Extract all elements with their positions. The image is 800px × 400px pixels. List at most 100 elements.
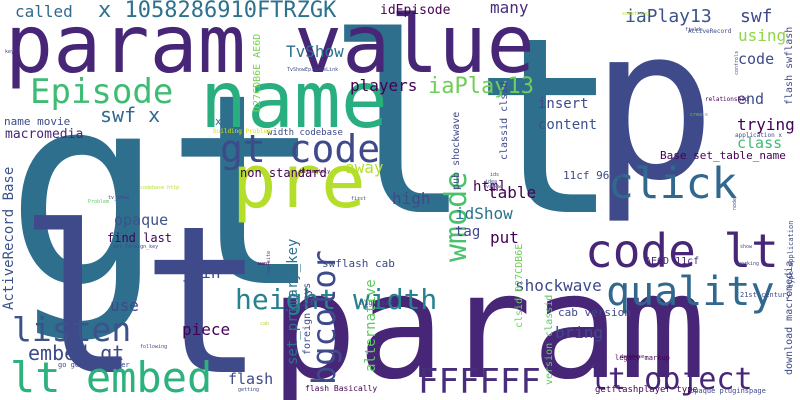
cloud-word-something: something: [622, 11, 650, 17]
cloud-word-application-x: application x: [735, 132, 782, 139]
cloud-word-trying: trying: [737, 115, 795, 134]
cloud-word-param: param: [270, 243, 707, 400]
cloud-word-swflash-cab: swflash cab: [322, 257, 395, 270]
cloud-word-show: show: [740, 244, 753, 250]
cloud-word-ffffff: FFFFFF: [418, 362, 541, 400]
cloud-word-fields: fields: [685, 27, 704, 33]
cloud-word-iaplay13-green: iaPlay13: [428, 74, 534, 99]
cloud-word-macromedia: macromedia: [5, 127, 84, 142]
cloud-word-problem: Problem: [88, 199, 110, 205]
cloud-word-foreign-keys: foreign keys: [302, 282, 313, 355]
cloud-word-key: key: [5, 49, 15, 55]
cloud-word-lt-large: lt: [325, 0, 621, 270]
cloud-word-cab: cab: [260, 321, 270, 327]
cloud-word-players: players: [350, 76, 418, 95]
cloud-word-clsid-d27cdb6e: clsid D27CDB6E: [514, 243, 525, 328]
cloud-word-high: high: [392, 189, 431, 208]
cloud-word-gt: gt: [5, 38, 325, 346]
cloud-word-getting: getting: [238, 387, 260, 393]
cloud-word-high-src: high src: [360, 299, 394, 307]
cloud-word-tvshow: TvShow: [286, 42, 344, 61]
cloud-word-table: table: [488, 183, 537, 202]
cloud-word-base-set-table-name: Base set_table_name: [660, 149, 786, 162]
cloud-word-width-codebase: width codebase: [267, 128, 343, 138]
cloud-word-called: called: [15, 2, 73, 21]
cloud-word-node: node: [732, 197, 738, 210]
cloud-word-ids: ids: [490, 172, 500, 178]
cloud-word-opaque-pluginspage: opaque pluginspage: [690, 387, 766, 395]
cloud-word-lt-lower: lt: [18, 183, 265, 400]
cloud-word-click: click: [608, 159, 738, 209]
cloud-word-put: put: [490, 228, 519, 247]
cloud-word-iaplay13: iaPlay13: [625, 6, 712, 27]
cloud-word-end: end: [737, 90, 765, 108]
cloud-word-html: html: [473, 179, 507, 195]
cloud-word-insert: insert: [538, 96, 589, 112]
cloud-word-lt-object: lt object: [590, 362, 753, 397]
cloud-word-name: name: [200, 56, 388, 146]
cloud-word-using: using: [738, 26, 787, 45]
cloud-word-version-classid: version classid: [544, 294, 555, 385]
cloud-word-code: code: [738, 50, 775, 68]
cloud-word-flash: flash: [228, 370, 274, 388]
cloud-word-alternative: alternative: [363, 279, 379, 372]
cloud-word-go-getflashplayer: go getflashplayer: [58, 361, 130, 369]
cloud-word-swf: swf: [740, 6, 773, 27]
cloud-word-find-last: find last: [107, 231, 173, 245]
cloud-word-tvshowepisodelink: TvShowEpisodeLink: [287, 67, 339, 73]
cloud-word-activerecord: ActiveRecord: [688, 28, 732, 35]
cloud-word-ultimately: Ultimately: [300, 169, 331, 175]
cloud-word-opaque: opaque: [114, 211, 169, 229]
cloud-word-non-standard: non standard: [240, 166, 327, 180]
cloud-word-piece: piece: [182, 320, 231, 339]
cloud-word-classid-clsid: classid clsid: [499, 81, 510, 160]
cloud-word-bring: bring: [555, 323, 604, 342]
cloud-word-idshow: idShow: [455, 204, 513, 223]
cloud-word-codebase-http: codebase http: [140, 185, 180, 191]
cloud-word-ae6d-11cf: AE6D 11cf: [645, 256, 700, 267]
cloud-word-content: content: [538, 117, 598, 133]
cloud-word-21st-century: 21st century: [740, 291, 791, 299]
cloud-word-create: create: [690, 112, 709, 118]
cloud-word-type-application: type application: [787, 220, 795, 288]
cloud-word-first: first: [351, 196, 367, 202]
cloud-word-gt-code: gt code: [220, 127, 381, 171]
cloud-word-shockwave: shockwave: [515, 276, 602, 295]
cloud-word-tvshow-lower: tvshow: [483, 184, 502, 190]
cloud-word-pub-shockwave: pub shockwave: [451, 111, 462, 190]
cloud-word-following: following: [140, 344, 168, 350]
cloud-word-working: working: [738, 261, 760, 267]
cloud-word-many: many: [490, 0, 529, 17]
cloud-word-set-primary-key: set_primary_key: [285, 238, 301, 365]
cloud-word-p: p: [590, 0, 717, 227]
cloud-word-database: database: [620, 354, 645, 360]
cloud-word-flash-basically: flash Basically: [305, 384, 378, 393]
cloud-word-building-problem: building Problem: [213, 128, 271, 135]
cloud-word-tag: tag: [455, 224, 481, 240]
cloud-word-flash-swflash: flash swflash: [784, 26, 795, 105]
cloud-word-activerecord-base: ActiveRecord Base: [1, 166, 17, 310]
cloud-word-x-id: x 1058286910FTRZGK: [98, 0, 337, 23]
cloud-word-want: want: [258, 261, 271, 267]
cloud-word-idepisode: idEpisode: [380, 3, 451, 18]
cloud-word-episode: Episode: [30, 72, 174, 112]
cloud-word-d27cdb6e-ae6d: D27CDB6E AE6D: [252, 33, 263, 112]
cloud-word-pre: pre: [232, 139, 366, 225]
cloud-word-quality: quality: [606, 269, 775, 315]
cloud-word-lt-embed: lt embed: [10, 353, 213, 400]
cloud-word-tv-show: tv_show: [108, 195, 130, 201]
cloud-word-code-lt: code lt: [585, 224, 779, 278]
cloud-word-cab-version: cab version: [558, 306, 631, 319]
cloud-word-idea: idea: [485, 179, 498, 185]
cloud-word-listen: listen: [12, 310, 132, 349]
cloud-word-relationship: relationship: [705, 96, 749, 103]
cloud-word-height-width: height width: [235, 283, 438, 316]
cloud-word-getflashplayer-type: getflashplayer type: [595, 385, 698, 395]
cloud-word-11cf-96b8: 11cf 96B8: [563, 169, 623, 182]
cloud-word-param-value: param value: [5, 0, 535, 91]
cloud-word-name-movie: name movie: [4, 115, 71, 128]
cloud-word-legacy-markup: legacy markup: [615, 354, 670, 362]
cloud-word-swf-x: swf x: [100, 103, 161, 127]
cloud-word-x: x: [215, 115, 222, 128]
